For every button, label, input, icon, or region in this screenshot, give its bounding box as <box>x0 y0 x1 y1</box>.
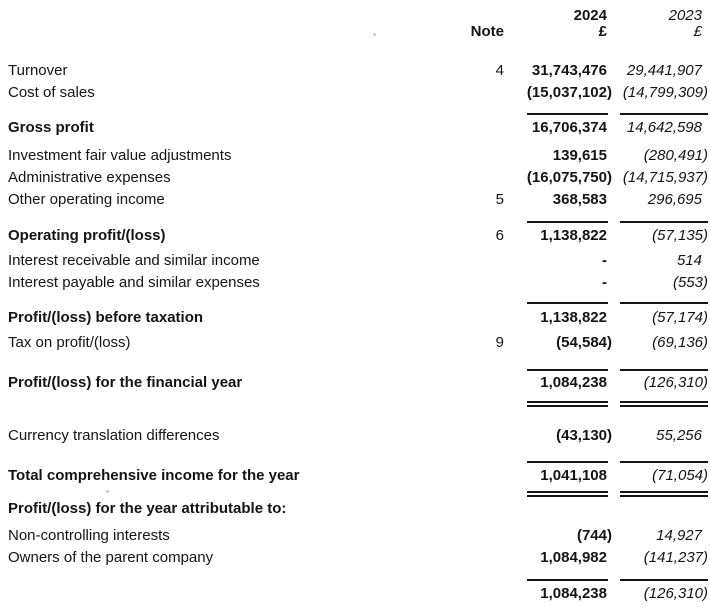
value-2024: 139,615 <box>552 147 607 164</box>
total-underline <box>620 369 708 371</box>
column-header-currency-2023: £ <box>693 23 702 40</box>
column-header-currency-2024: £ <box>598 23 607 40</box>
value-2023: (126,310) <box>643 585 708 602</box>
value-2023: (553) <box>672 274 708 291</box>
note-ref: 9 <box>495 334 504 351</box>
value-2024: 1,138,822 <box>540 227 607 244</box>
value-2024: (54,584) <box>556 334 612 351</box>
row-label: Administrative expenses <box>8 169 171 186</box>
value-2023: (69,136) <box>652 334 708 351</box>
value-2023: (57,135) <box>652 227 708 244</box>
total-underline <box>620 302 708 304</box>
total-underline <box>527 369 608 371</box>
value-2023: 29,441,907 <box>626 62 702 79</box>
value-2024: 16,706,374 <box>531 119 607 136</box>
double-underline <box>527 491 608 497</box>
total-underline <box>620 113 708 115</box>
row-label: Currency translation differences <box>8 427 220 444</box>
total-underline <box>620 221 708 223</box>
row-label: Profit/(loss) for the financial year <box>8 374 243 391</box>
value-2023: 14,927 <box>656 527 702 544</box>
row-label: Tax on profit/(loss) <box>8 334 131 351</box>
value-2023: (14,799,309) <box>622 84 708 101</box>
value-2024: - <box>602 274 607 291</box>
column-header-note: Note <box>470 23 504 40</box>
column-header-year-2024: 2024 <box>573 7 607 24</box>
value-2023: (71,054) <box>652 467 708 484</box>
note-ref: 6 <box>495 227 504 244</box>
value-2024: 1,084,238 <box>540 585 607 602</box>
value-2023: (280,491) <box>643 147 708 164</box>
total-underline <box>620 579 708 581</box>
value-2023: 14,642,598 <box>626 119 702 136</box>
row-label: Cost of sales <box>8 84 95 101</box>
value-2024: 1,138,822 <box>540 309 607 326</box>
row-label: Gross profit <box>8 119 94 136</box>
total-underline <box>527 221 608 223</box>
row-label: Profit/(loss) for the year attributable … <box>8 500 287 517</box>
value-2024: 1,041,108 <box>540 467 607 484</box>
value-2024: (43,130) <box>556 427 612 444</box>
total-underline <box>620 461 708 463</box>
row-label: Interest payable and similar expenses <box>8 274 260 291</box>
value-2023: (141,237) <box>643 549 708 566</box>
scan-artifact <box>106 490 109 493</box>
scan-artifact <box>373 33 376 36</box>
double-underline <box>620 401 708 407</box>
value-2024: 1,084,238 <box>540 374 607 391</box>
row-label: Investment fair value adjustments <box>8 147 232 164</box>
value-2023: 296,695 <box>647 191 702 208</box>
row-label: Profit/(loss) before taxation <box>8 309 204 326</box>
row-label: Owners of the parent company <box>8 549 214 566</box>
row-label: Total comprehensive income for the year <box>8 467 300 484</box>
value-2023: 55,256 <box>656 427 702 444</box>
total-underline <box>527 113 608 115</box>
value-2024: 368,583 <box>552 191 607 208</box>
row-label: Other operating income <box>8 191 165 208</box>
note-ref: 5 <box>495 191 504 208</box>
total-underline <box>527 302 608 304</box>
total-underline <box>527 579 608 581</box>
value-2024: - <box>602 252 607 269</box>
row-label: Operating profit/(loss) <box>8 227 166 244</box>
row-label: Interest receivable and similar income <box>8 252 260 269</box>
value-2024: 1,084,982 <box>540 549 607 566</box>
value-2024: (16,075,750) <box>526 169 612 186</box>
value-2023: (126,310) <box>643 374 708 391</box>
row-label: Turnover <box>8 62 68 79</box>
note-ref: 4 <box>495 62 504 79</box>
value-2023: 514 <box>676 252 702 269</box>
total-underline <box>527 461 608 463</box>
double-underline <box>620 491 708 497</box>
value-2024: (744) <box>576 527 612 544</box>
value-2023: (57,174) <box>652 309 708 326</box>
value-2023: (14,715,937) <box>622 169 708 186</box>
value-2024: (15,037,102) <box>526 84 612 101</box>
row-label: Non-controlling interests <box>8 527 170 544</box>
double-underline <box>527 401 608 407</box>
column-header-year-2023: 2023 <box>668 7 702 24</box>
value-2024: 31,743,476 <box>531 62 607 79</box>
